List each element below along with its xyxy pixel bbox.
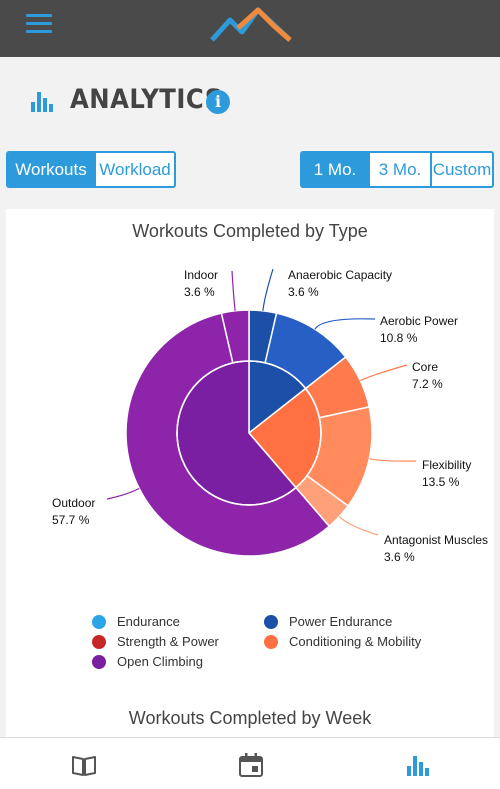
legend-label: Endurance xyxy=(117,614,180,629)
legend-label: Strength & Power xyxy=(117,634,219,649)
slice-label: Outdoor xyxy=(52,496,95,510)
mountain-logo-icon xyxy=(210,7,292,42)
legend-label: Power Endurance xyxy=(289,614,393,629)
toggle-workouts[interactable]: Workouts xyxy=(8,153,94,186)
legend-swatch xyxy=(92,614,106,629)
slice-value-label: 13.5 % xyxy=(422,475,460,489)
legend-label: Conditioning & Mobility xyxy=(289,634,422,649)
slice-label: Indoor xyxy=(184,268,218,282)
info-icon[interactable]: i xyxy=(206,90,230,114)
hamburger-menu-icon[interactable] xyxy=(26,14,52,34)
bar-chart-icon[interactable] xyxy=(405,752,431,778)
chart-title: Workouts Completed by Type xyxy=(132,221,368,241)
slice-value-label: 7.2 % xyxy=(412,377,443,391)
label-leader-line xyxy=(338,516,379,536)
slice-label: Flexibility xyxy=(422,458,471,472)
legend-item-open-climbing: Open Climbing xyxy=(92,654,203,669)
label-leader-line xyxy=(231,270,236,311)
legend-label: Open Climbing xyxy=(117,654,203,669)
top-app-bar xyxy=(0,0,500,57)
workouts-by-type-chart: Anaerobic Capacity 3.6 % Aerobic Power 10.8… xyxy=(52,268,488,564)
label-leader-line xyxy=(360,364,408,382)
slice-label: Core xyxy=(412,360,438,374)
slice-value-label: 57.7 % xyxy=(52,513,90,527)
page-title: ANALYTICS xyxy=(70,84,223,115)
legend-swatch xyxy=(264,634,278,649)
chart-card: Workouts Completed by Type Anaerobic Cap… xyxy=(6,209,494,737)
page-header: ANALYTICS i xyxy=(0,78,500,128)
bar-chart-icon xyxy=(31,92,53,112)
legend-swatch xyxy=(92,654,106,669)
calendar-icon[interactable] xyxy=(238,752,264,778)
bottom-nav xyxy=(0,737,500,789)
legend-swatch xyxy=(264,614,278,629)
range-1-month[interactable]: 1 Mo. xyxy=(302,153,368,186)
toggle-workload[interactable]: Workload xyxy=(94,153,174,186)
label-leader-line xyxy=(262,268,274,311)
slice-value-label: 3.6 % xyxy=(384,550,415,564)
slice-label: Anaerobic Capacity xyxy=(288,268,392,282)
legend-swatch xyxy=(92,634,106,649)
view-toggle: Workouts Workload xyxy=(6,151,176,188)
inner-ring-outline xyxy=(176,360,322,506)
legend-item-power-endurance: Power Endurance xyxy=(264,614,392,629)
slice-value-label: 3.6 % xyxy=(184,285,215,299)
label-leader-line xyxy=(314,318,376,330)
label-leader-line xyxy=(369,458,417,462)
label-leader-line xyxy=(106,487,140,500)
legend-item-endurance: Endurance xyxy=(92,614,180,629)
slice-value-label: 10.8 % xyxy=(380,331,418,345)
slice-value-label: 3.6 % xyxy=(288,285,319,299)
slice-label: Aerobic Power xyxy=(380,314,458,328)
slice-label: Antagonist Muscles xyxy=(384,533,488,547)
book-icon[interactable] xyxy=(71,752,97,778)
range-custom[interactable]: Custom xyxy=(430,153,492,186)
week-chart-title: Workouts Completed by Week xyxy=(128,708,372,728)
legend-item-strength-power: Strength & Power xyxy=(92,634,219,649)
range-toggle: 1 Mo. 3 Mo. Custom xyxy=(300,151,494,188)
range-3-months[interactable]: 3 Mo. xyxy=(368,153,430,186)
legend-item-conditioning-mobility: Conditioning & Mobility xyxy=(264,634,421,649)
